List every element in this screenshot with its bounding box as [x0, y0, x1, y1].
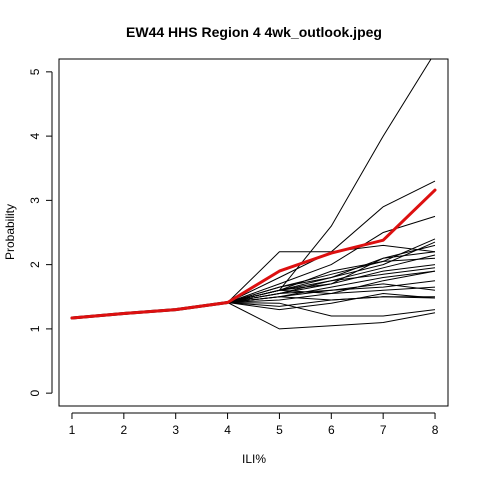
- x-tick-label: 3: [172, 423, 179, 437]
- y-tick-label: 5: [28, 68, 42, 75]
- x-tick-label: 7: [380, 423, 387, 437]
- x-tick-label: 2: [120, 423, 127, 437]
- forecast-line: [227, 302, 436, 330]
- x-tick-label: 6: [328, 423, 335, 437]
- forecast-lines: [227, 59, 436, 330]
- chart-title: EW44 HHS Region 4 4wk_outlook.jpeg: [126, 24, 382, 40]
- forecast-line: [227, 215, 436, 303]
- forecast-line: [227, 241, 436, 303]
- forecast-line: [227, 251, 436, 303]
- forecast-line: [227, 292, 436, 311]
- forecast-line: [227, 267, 436, 303]
- x-tick-label: 5: [276, 423, 283, 437]
- forecast-line: [227, 296, 436, 303]
- y-tick-label: 4: [28, 132, 42, 139]
- y-tick-label: 1: [28, 325, 42, 332]
- x-tick-label: 1: [69, 423, 76, 437]
- highlight-line: [70, 188, 437, 320]
- forecast-line: [227, 302, 436, 317]
- forecast-line: [227, 286, 436, 303]
- y-tick-label: 0: [28, 389, 42, 396]
- x-tick-label: 4: [224, 423, 231, 437]
- y-axis-label: Probability: [3, 204, 17, 260]
- x-axis-label: ILI%: [242, 452, 266, 466]
- tick-marks: 1 2 3 4 5 6 7 8 0 1 2 3 4 5: [28, 68, 439, 437]
- forecast-line: [227, 296, 435, 307]
- series-lines: [70, 59, 437, 330]
- y-tick-label: 2: [28, 261, 42, 268]
- plot-area: [58, 58, 449, 407]
- x-tick-label: 8: [432, 423, 439, 437]
- y-tick-label: 3: [28, 197, 42, 204]
